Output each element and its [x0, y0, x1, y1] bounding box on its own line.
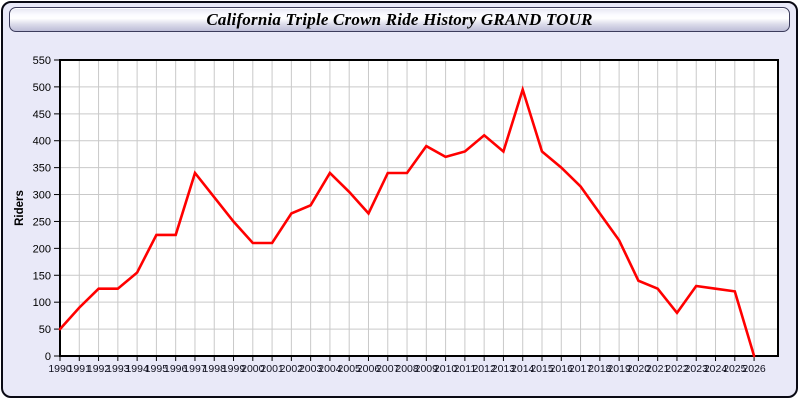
- svg-text:2022: 2022: [665, 363, 689, 375]
- plot-area: [60, 60, 778, 356]
- svg-text:1996: 1996: [164, 363, 188, 375]
- svg-text:2004: 2004: [318, 363, 342, 375]
- chart-svg: 1990199119921993199419951996199719981999…: [14, 55, 779, 375]
- svg-text:1998: 1998: [203, 363, 227, 375]
- y-axis-title: Riders: [14, 190, 26, 226]
- svg-text:50: 50: [39, 324, 51, 336]
- svg-text:2008: 2008: [395, 363, 419, 375]
- svg-text:1997: 1997: [183, 363, 207, 375]
- svg-text:2013: 2013: [492, 363, 516, 375]
- svg-text:300: 300: [33, 190, 51, 202]
- svg-text:200: 200: [33, 243, 51, 255]
- svg-text:550: 550: [33, 55, 51, 67]
- svg-text:2014: 2014: [511, 363, 535, 375]
- svg-text:2007: 2007: [376, 363, 400, 375]
- svg-text:1999: 1999: [222, 363, 246, 375]
- svg-text:2003: 2003: [299, 363, 323, 375]
- svg-text:2021: 2021: [646, 363, 670, 375]
- svg-text:0: 0: [45, 351, 51, 363]
- svg-text:250: 250: [33, 216, 51, 228]
- svg-text:2019: 2019: [607, 363, 631, 375]
- svg-text:400: 400: [33, 136, 51, 148]
- svg-text:450: 450: [33, 109, 51, 121]
- title-bar: California Triple Crown Ride History GRA…: [9, 7, 790, 32]
- svg-text:2026: 2026: [742, 363, 766, 375]
- y-tick-labels: 0 50 100 150 200 250 300 350 400 450 500 550: [33, 55, 51, 363]
- svg-text:2020: 2020: [627, 363, 651, 375]
- svg-text:2002: 2002: [280, 363, 304, 375]
- svg-text:2018: 2018: [588, 363, 612, 375]
- svg-text:2015: 2015: [530, 363, 554, 375]
- svg-text:2010: 2010: [434, 363, 458, 375]
- svg-text:2017: 2017: [569, 363, 593, 375]
- svg-text:1994: 1994: [125, 363, 149, 375]
- svg-text:500: 500: [33, 82, 51, 94]
- svg-text:1995: 1995: [145, 363, 169, 375]
- svg-text:150: 150: [33, 270, 51, 282]
- svg-text:100: 100: [33, 297, 51, 309]
- chart-title: California Triple Crown Ride History GRA…: [206, 9, 593, 29]
- svg-text:2011: 2011: [454, 363, 477, 375]
- riders-line: [58, 85, 756, 358]
- svg-text:1992: 1992: [87, 363, 111, 375]
- svg-text:2025: 2025: [723, 363, 747, 375]
- svg-text:2012: 2012: [472, 363, 496, 375]
- svg-text:2016: 2016: [550, 363, 574, 375]
- x-tick-labels: 1990199119921993199419951996199719981999…: [48, 363, 766, 375]
- svg-text:2009: 2009: [415, 363, 439, 375]
- svg-text:2006: 2006: [357, 363, 381, 375]
- svg-text:350: 350: [33, 163, 51, 175]
- svg-text:1993: 1993: [106, 363, 130, 375]
- svg-text:1991: 1991: [68, 363, 92, 375]
- svg-text:2023: 2023: [685, 363, 709, 375]
- svg-text:2001: 2001: [260, 363, 284, 375]
- svg-text:2005: 2005: [338, 363, 362, 375]
- plot-frame: [59, 59, 779, 357]
- svg-text:1990: 1990: [48, 363, 72, 375]
- svg-text:2024: 2024: [704, 363, 728, 375]
- svg-text:2000: 2000: [241, 363, 265, 375]
- grid-lines: [60, 60, 778, 356]
